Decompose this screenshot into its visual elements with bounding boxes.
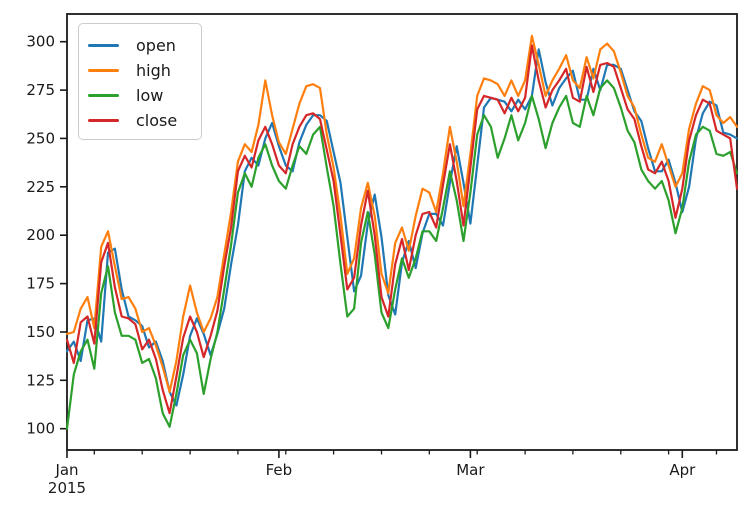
legend-swatch-high <box>88 69 119 72</box>
y-tick-label: 175 <box>26 275 55 293</box>
x-tick-year-label: 2015 <box>48 479 86 497</box>
legend-swatch-low <box>88 94 119 97</box>
x-tick-label: Feb <box>266 461 293 479</box>
legend-label: close <box>136 110 178 130</box>
x-tick-label: Mar <box>456 461 485 479</box>
legend-item-open: open <box>88 33 201 58</box>
y-tick-label: 200 <box>26 226 55 244</box>
legend-item-low: low <box>88 83 201 108</box>
x-tick-label: Apr <box>669 461 696 479</box>
series-line-low <box>66 79 738 430</box>
legend-label: high <box>136 60 171 80</box>
legend-item-high: high <box>88 58 201 83</box>
plot-area <box>66 13 738 451</box>
legend: open high low close <box>78 23 202 140</box>
legend-label: low <box>136 85 164 105</box>
legend-swatch-open <box>88 44 119 47</box>
legend-label: open <box>136 35 176 55</box>
y-tick-label: 125 <box>26 371 55 389</box>
y-tick-label: 100 <box>26 420 55 438</box>
legend-item-close: close <box>88 108 201 133</box>
y-tick-label: 300 <box>26 33 55 51</box>
series-line-high <box>66 34 738 393</box>
series-line-close <box>66 44 738 415</box>
y-tick-label: 250 <box>26 129 55 147</box>
legend-swatch-close <box>88 119 119 122</box>
y-tick-label: 275 <box>26 81 55 99</box>
y-tick-label: 150 <box>26 323 55 341</box>
x-tick-label: Jan <box>54 461 78 479</box>
y-tick-label: 225 <box>26 178 55 196</box>
